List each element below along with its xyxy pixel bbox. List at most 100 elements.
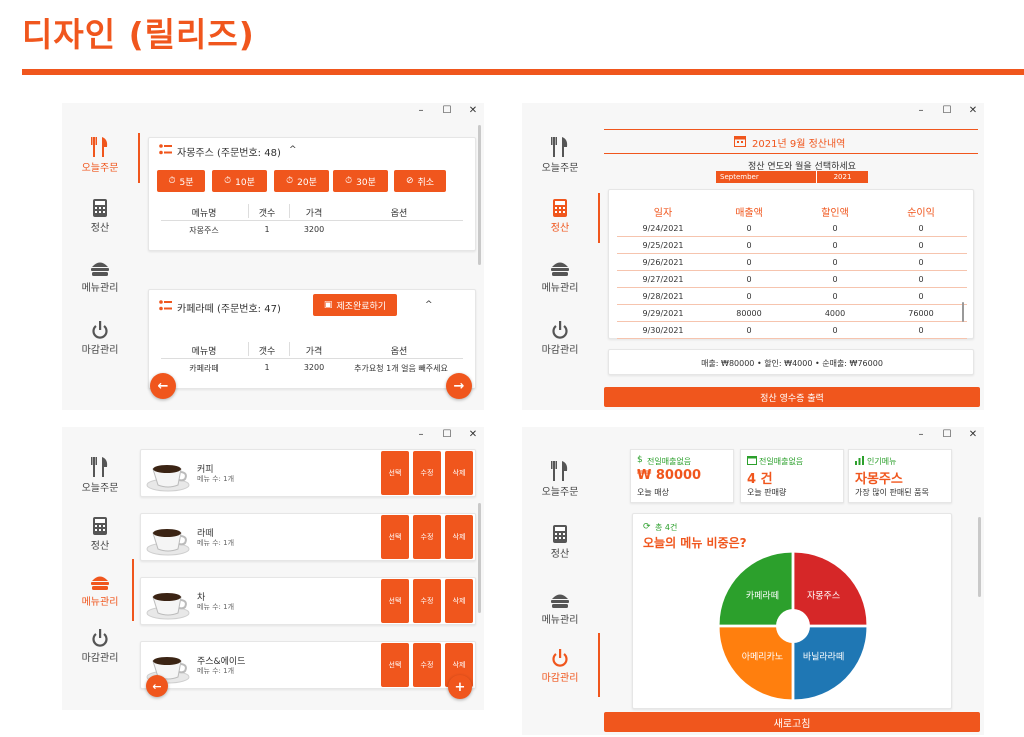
menu-category-row[interactable]: 커피 메뉴 수: 1개 선택 수정 삭제: [140, 449, 476, 497]
year-select[interactable]: 2021: [816, 171, 868, 183]
minimize-button[interactable]: –: [918, 105, 924, 116]
minimize-button[interactable]: –: [418, 105, 424, 116]
menu-window: – ☐ ✕ 오늘주문 정산 메뉴관리 마감관리 커피 메뉴 수: 1개 선택 수정 삭제…: [62, 427, 484, 710]
col-header: 메뉴명: [191, 209, 217, 219]
close-button[interactable]: ✕: [968, 105, 978, 116]
settle-cell: 0: [746, 224, 752, 233]
edit-button[interactable]: 수정: [413, 579, 441, 623]
pie-slice[interactable]: [794, 552, 867, 625]
prev-button[interactable]: ←: [150, 373, 176, 399]
timer-5-button[interactable]: ⏱ 5분: [157, 170, 205, 192]
nav-menu-label: 메뉴관리: [541, 283, 579, 294]
nav-close[interactable]: 마감관리: [522, 649, 598, 684]
col-header: 옵션: [390, 347, 408, 357]
summary-card: 매출: ₩80000 • 할인: ₩4000 • 순매출: ₩76000: [608, 349, 974, 375]
nav-settle[interactable]: 정산: [62, 517, 138, 552]
nav-orders[interactable]: 오늘주문: [522, 461, 598, 498]
window-controls: – ☐ ✕: [416, 105, 478, 116]
close-button[interactable]: ✕: [468, 429, 478, 440]
nav-settle[interactable]: 정산: [62, 199, 138, 234]
timer-icon: ⏱: [345, 176, 353, 186]
select-button[interactable]: 선택: [381, 451, 409, 495]
nav-selection-bar: [138, 133, 140, 183]
scrollbar[interactable]: [978, 517, 981, 597]
delete-button[interactable]: 삭제: [445, 579, 473, 623]
collapse-chevron[interactable]: ^: [425, 300, 433, 310]
close-window: – ☐ ✕ 오늘주문 정산 메뉴관리 마감관리 $ 전일매출없음 ₩ 80000…: [522, 427, 984, 735]
timer-10-button[interactable]: ⏱ 10분: [212, 170, 267, 192]
timer-20-button[interactable]: ⏱ 20분: [274, 170, 329, 192]
cancel-order-button[interactable]: ⊘ 취소: [394, 170, 446, 192]
pie-slice[interactable]: [719, 627, 792, 700]
pie-slice[interactable]: [794, 627, 867, 700]
print-receipt-button[interactable]: 정산 영수증 출력: [604, 387, 980, 407]
nav-menu[interactable]: 메뉴관리: [62, 575, 138, 608]
select-button[interactable]: 선택: [381, 515, 409, 559]
nav-close-label: 마감관리: [81, 345, 119, 356]
settle-cell: 9/24/2021: [642, 224, 684, 233]
nav-orders[interactable]: 오늘주문: [62, 457, 138, 494]
nav-menu-label: 메뉴관리: [81, 283, 119, 294]
nav-close[interactable]: 마감관리: [62, 321, 138, 356]
nav-menu[interactable]: 메뉴관리: [522, 261, 598, 294]
timer-30-button[interactable]: ⏱ 30분: [333, 170, 388, 192]
nav-orders[interactable]: 오늘주문: [62, 137, 138, 174]
edit-button[interactable]: 수정: [413, 515, 441, 559]
menu-category-row[interactable]: 주스&에이드 메뉴 수: 1개 선택 수정 삭제: [140, 641, 476, 689]
minimize-button[interactable]: –: [918, 429, 924, 440]
close-button[interactable]: ✕: [468, 105, 478, 116]
scrollbar[interactable]: [478, 125, 481, 265]
settle-cell: 0: [918, 241, 924, 250]
back-button[interactable]: ←: [146, 675, 168, 697]
refresh-button[interactable]: 새로고침: [604, 712, 980, 732]
edit-button[interactable]: 수정: [413, 643, 441, 687]
col-header: 옵션: [390, 209, 408, 219]
pie-slice[interactable]: [719, 552, 792, 625]
nav-menu[interactable]: 메뉴관리: [62, 261, 138, 294]
menu-category-row[interactable]: 라떼 메뉴 수: 1개 선택 수정 삭제: [140, 513, 476, 561]
delete-button[interactable]: 삭제: [445, 451, 473, 495]
nav-settle[interactable]: 정산: [522, 525, 598, 560]
nav-orders[interactable]: 오늘주문: [522, 137, 598, 174]
maximize-button[interactable]: ☐: [942, 429, 952, 440]
scrollbar[interactable]: [478, 503, 481, 613]
complete-order-button[interactable]: ▣ 제조완료하기: [313, 294, 397, 316]
collapse-chevron[interactable]: ^: [289, 145, 297, 155]
row-divider: [617, 253, 967, 254]
select-button[interactable]: 선택: [381, 643, 409, 687]
settle-cell: 0: [918, 258, 924, 267]
nav-close[interactable]: 마감관리: [62, 629, 138, 664]
maximize-button[interactable]: ☐: [442, 105, 452, 116]
month-select[interactable]: September: [716, 171, 816, 183]
table-scrollbar[interactable]: [962, 302, 964, 322]
nav-settle[interactable]: 정산: [522, 199, 598, 234]
delete-button[interactable]: 삭제: [445, 515, 473, 559]
settle-cell: 0: [746, 292, 752, 301]
menu-category-row[interactable]: 차 메뉴 수: 1개 선택 수정 삭제: [140, 577, 476, 625]
maximize-button[interactable]: ☐: [442, 429, 452, 440]
nav-menu[interactable]: 메뉴관리: [522, 593, 598, 626]
nav-settle-label: 정산: [90, 541, 110, 552]
nav-settle-label: 정산: [550, 223, 570, 234]
add-menu-button[interactable]: +: [448, 675, 472, 699]
settle-cell: 0: [918, 275, 924, 284]
settle-cell: 9/30/2021: [642, 326, 684, 335]
calculator-icon: [553, 199, 567, 217]
settle-cell: 0: [832, 224, 838, 233]
col-divider: [248, 204, 249, 218]
refresh-small-icon: ⟳: [643, 522, 651, 532]
power-icon: [92, 629, 108, 647]
select-button[interactable]: 선택: [381, 579, 409, 623]
cell-menu: 자몽주스: [189, 226, 219, 235]
cell-menu: 카페라떼: [189, 364, 219, 373]
chart-title: 오늘의 메뉴 비중은?: [643, 536, 747, 550]
edit-button[interactable]: 수정: [413, 451, 441, 495]
next-button[interactable]: →: [446, 373, 472, 399]
minimize-button[interactable]: –: [418, 429, 424, 440]
nav-orders-label: 오늘주문: [81, 163, 119, 174]
settle-cell: 0: [746, 326, 752, 335]
nav-close[interactable]: 마감관리: [522, 321, 598, 356]
nav-close-label: 마감관리: [81, 653, 119, 664]
close-button[interactable]: ✕: [968, 429, 978, 440]
maximize-button[interactable]: ☐: [942, 105, 952, 116]
